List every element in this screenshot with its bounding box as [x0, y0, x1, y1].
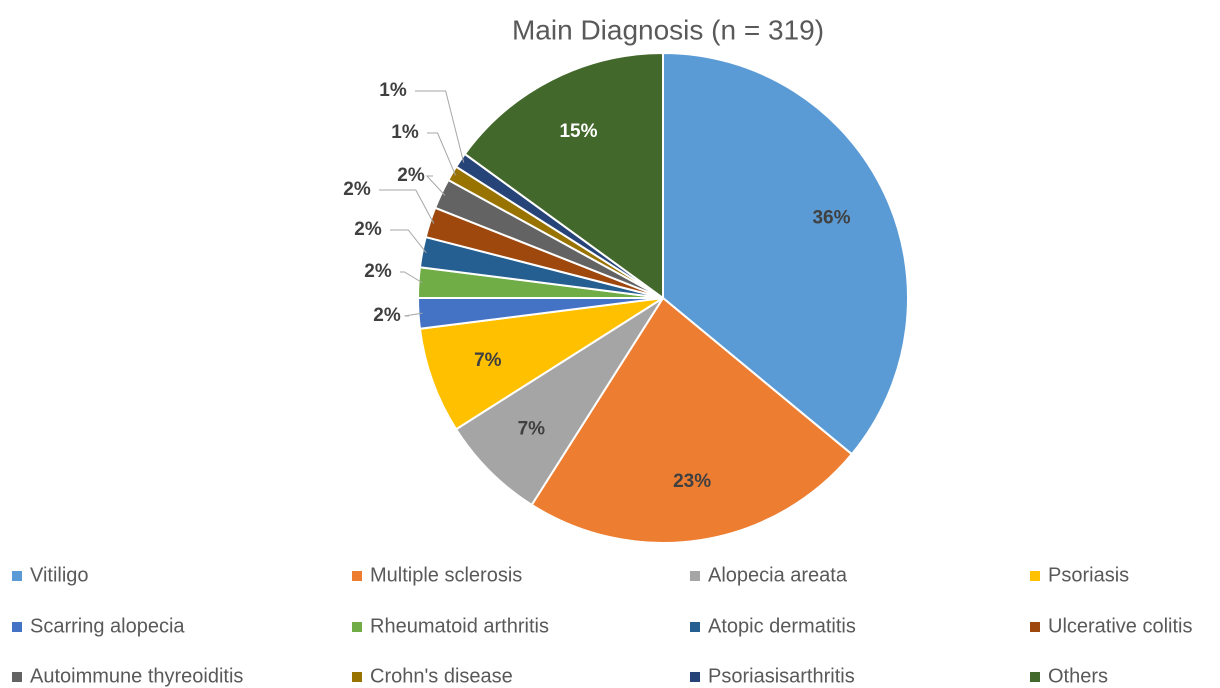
data-label: 1% [379, 80, 407, 101]
leader-line [404, 312, 423, 317]
data-label: 2% [343, 179, 371, 200]
data-label: 15% [559, 121, 597, 142]
data-label: 2% [373, 305, 401, 326]
legend-swatch [12, 622, 22, 632]
leader-line [425, 175, 446, 196]
legend-label: Crohn's disease [370, 665, 513, 687]
legend-swatch [1030, 622, 1040, 632]
data-label: 2% [397, 165, 425, 186]
legend-label: Others [1048, 665, 1108, 687]
data-label: 7% [474, 350, 502, 371]
legend-swatch [352, 571, 362, 581]
leader-line [415, 90, 465, 163]
legend-label: Alopecia areata [708, 564, 848, 586]
legend-swatch [352, 622, 362, 632]
data-label: 23% [673, 471, 711, 492]
legend-label: Rheumatoid arthritis [370, 615, 549, 637]
pie-slice [530, 296, 854, 544]
data-label: 1% [391, 122, 419, 143]
leader-line [400, 271, 423, 284]
legend-label: Psoriasisarthritis [708, 665, 855, 687]
legend-label: Multiple sclerosis [370, 564, 522, 586]
pie-slice [454, 297, 664, 507]
legend-swatch [1030, 571, 1040, 581]
legend-label: Ulcerative colitis [1048, 615, 1192, 637]
data-label: 36% [812, 208, 850, 229]
legend-swatch [352, 672, 362, 682]
legend-label: Autoimmune thyreoiditis [30, 665, 243, 687]
leader-line [427, 132, 457, 176]
legend-swatch [12, 672, 22, 682]
pie-slice [418, 297, 664, 431]
data-label: 7% [518, 419, 546, 440]
leader-line [390, 229, 427, 254]
data-label: 2% [364, 261, 392, 282]
leader-line [379, 189, 435, 224]
chart-title: Main Diagnosis (n = 319) [512, 14, 824, 45]
data-label: 2% [354, 219, 382, 240]
legend-label: Scarring alopecia [30, 615, 185, 637]
legend-label: Atopic dermatitis [708, 615, 856, 637]
legend-label: Vitiligo [30, 564, 89, 586]
pie-slice [662, 51, 909, 456]
legend-swatch [1030, 672, 1040, 682]
pie-slice [463, 51, 664, 300]
legend-swatch [690, 571, 700, 581]
legend-swatch [12, 571, 22, 581]
legend-swatch [690, 622, 700, 632]
legend-label: Psoriasis [1048, 564, 1129, 586]
legend-swatch [690, 672, 700, 682]
